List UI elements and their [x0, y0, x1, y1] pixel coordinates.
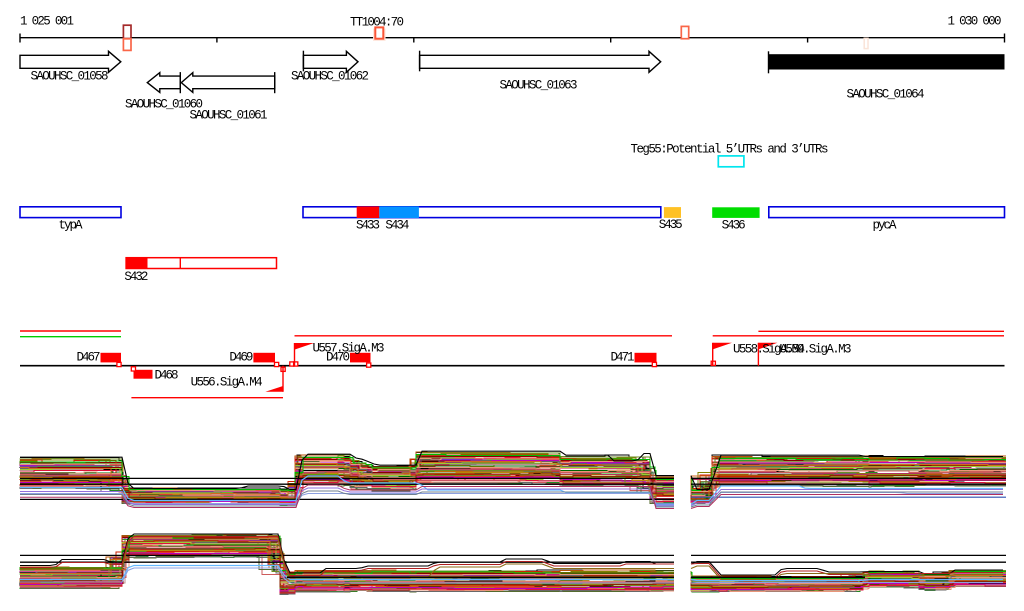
svg-text:S432: S432	[124, 270, 148, 284]
svg-text:typA: typA	[59, 218, 83, 232]
svg-text:U558.SigA.M4: U558.SigA.M4	[733, 343, 805, 357]
svg-text:D471: D471	[611, 351, 635, 365]
svg-text:D469: D469	[229, 351, 253, 365]
svg-text:SAOUHSC_01062: SAOUHSC_01062	[291, 70, 369, 84]
svg-text:SAOUHSC_01060: SAOUHSC_01060	[125, 98, 203, 112]
svg-text:S433: S433	[356, 218, 380, 232]
svg-text:S436: S436	[722, 218, 746, 232]
svg-text:SAOUHSC_01061: SAOUHSC_01061	[190, 109, 268, 123]
svg-text:TT1004:70: TT1004:70	[350, 16, 404, 30]
svg-text:Teg55:Potential 5’UTRs and 3’U: Teg55:Potential 5’UTRs and 3’UTRs	[631, 143, 829, 157]
svg-text:pycA: pycA	[873, 218, 897, 232]
svg-text:S434: S434	[385, 218, 409, 232]
svg-text:SAOUHSC_01063: SAOUHSC_01063	[500, 79, 578, 93]
svg-text:U557.SigA.M3: U557.SigA.M3	[313, 342, 385, 356]
svg-text:D467: D467	[77, 351, 101, 365]
svg-text:D470: D470	[326, 351, 350, 365]
svg-text:1 025 001: 1 025 001	[20, 15, 74, 29]
svg-text:SAOUHSC_01064: SAOUHSC_01064	[847, 88, 925, 102]
svg-text:SAOUHSC_01058: SAOUHSC_01058	[31, 70, 109, 84]
svg-text:U559.SigA.M3: U559.SigA.M3	[780, 343, 852, 357]
svg-text:D468: D468	[155, 369, 179, 383]
svg-text:1 030 000: 1 030 000	[948, 15, 1002, 29]
svg-text:U556.SigA.M4: U556.SigA.M4	[191, 376, 263, 390]
svg-text:S435: S435	[659, 218, 683, 232]
